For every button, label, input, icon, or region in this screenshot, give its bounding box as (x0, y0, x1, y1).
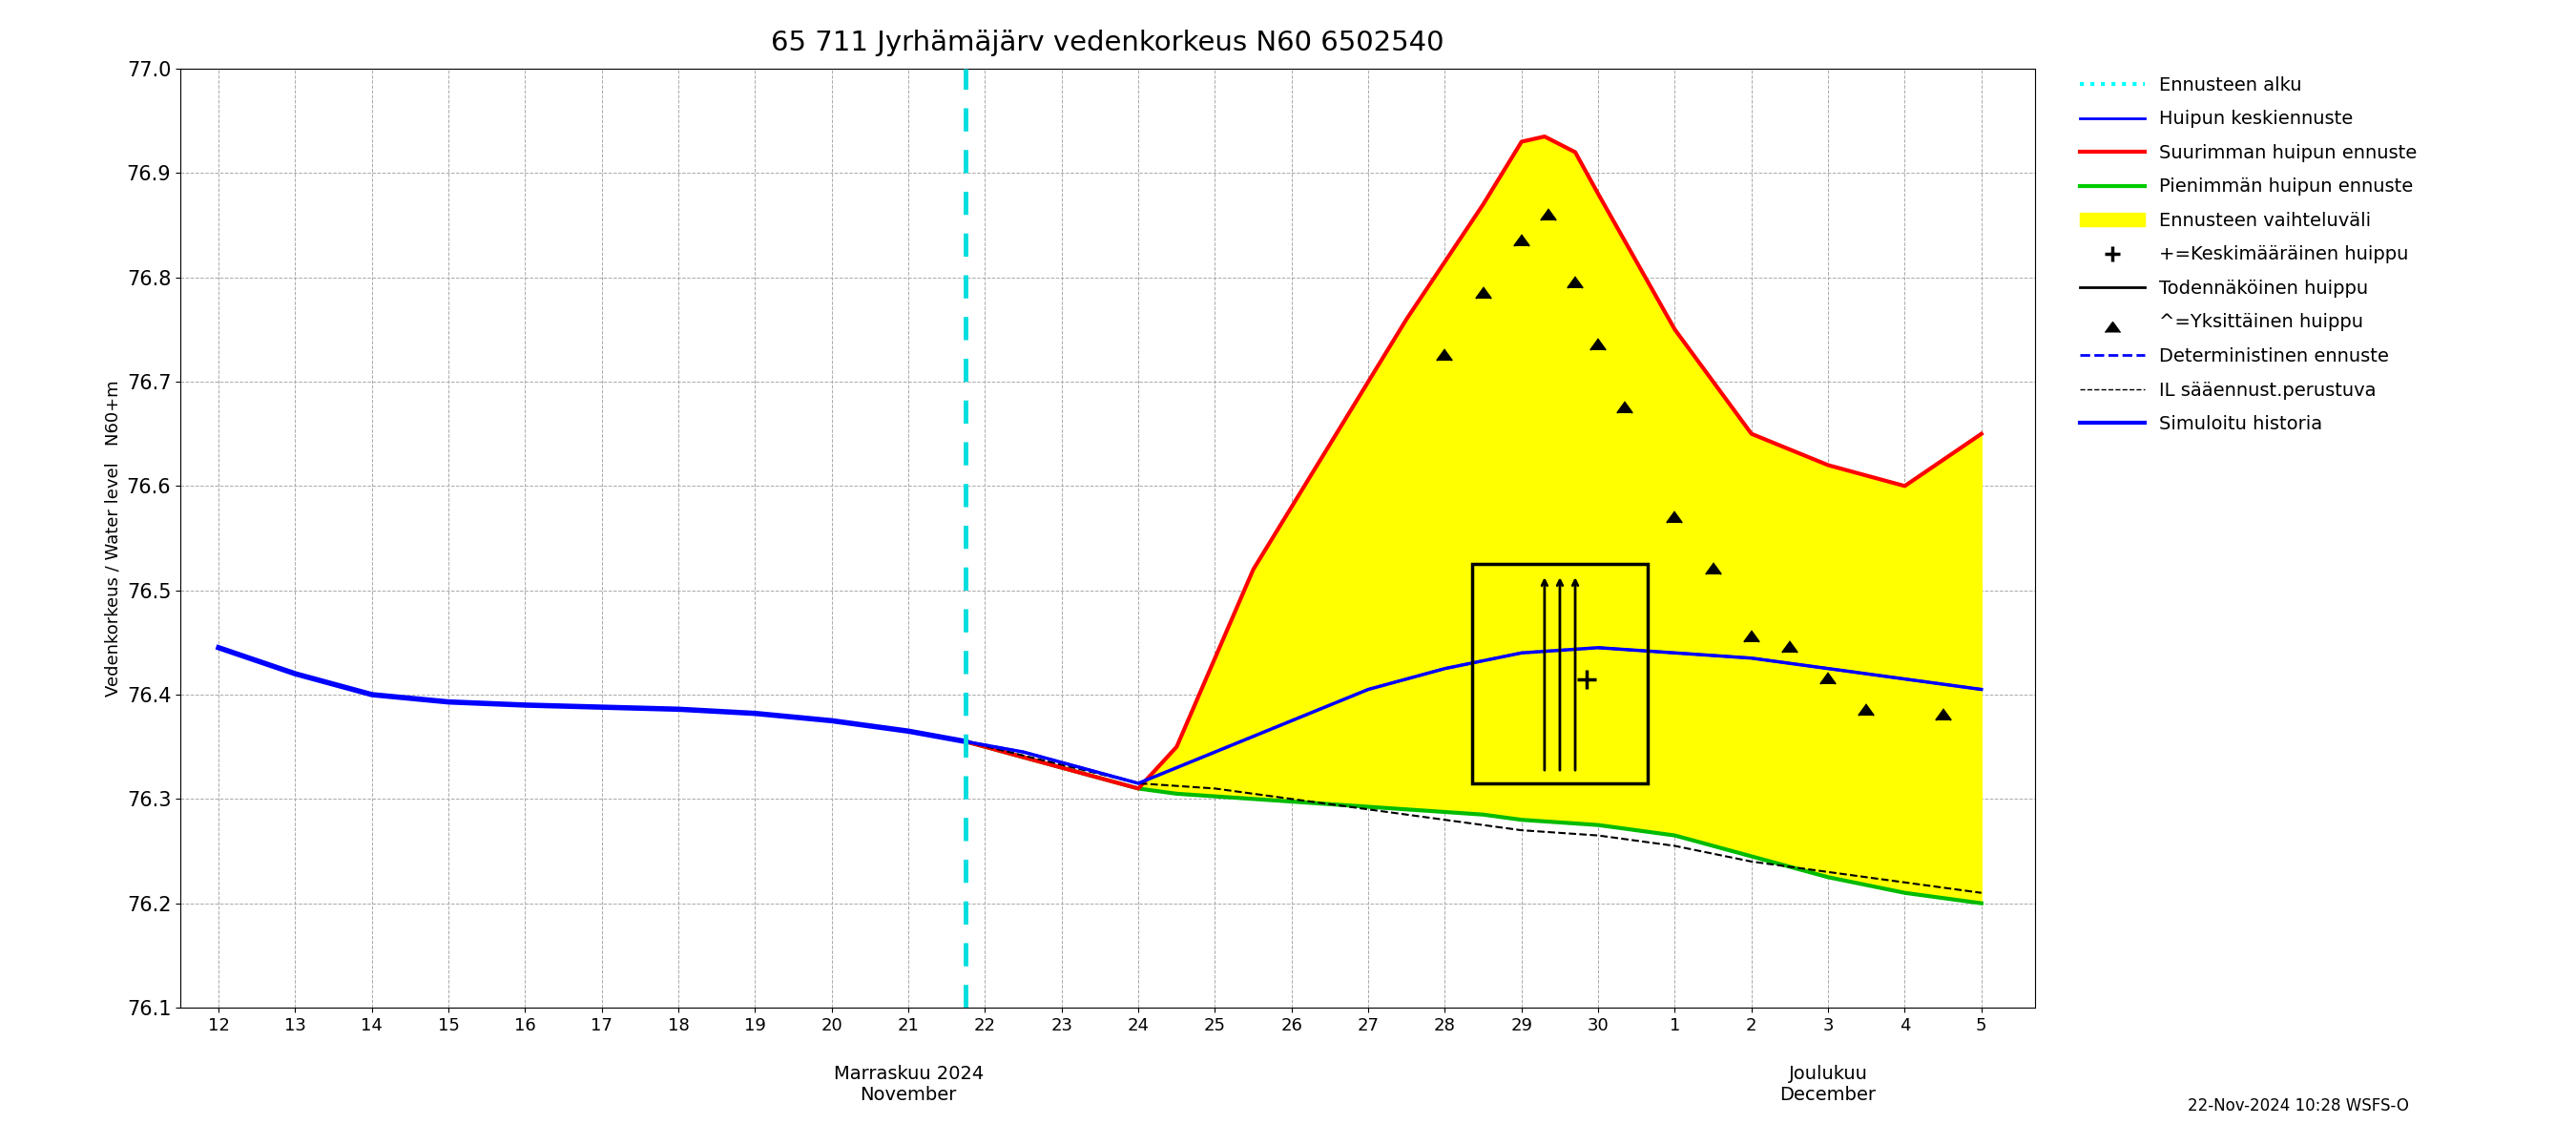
Legend: Ennusteen alku, Huipun keskiennuste, Suurimman huipun ennuste, Pienimmän huipun : Ennusteen alku, Huipun keskiennuste, Suu… (2071, 69, 2424, 441)
Text: Joulukuu
December: Joulukuu December (1780, 1065, 1875, 1104)
Y-axis label: Vedenkorkeus / Water level   N60+m: Vedenkorkeus / Water level N60+m (103, 380, 121, 696)
Text: 22-Nov-2024 10:28 WSFS-O: 22-Nov-2024 10:28 WSFS-O (2187, 1097, 2409, 1114)
Title: 65 711 Jyrhämäjärv vedenkorkeus N60 6502540: 65 711 Jyrhämäjärv vedenkorkeus N60 6502… (770, 29, 1445, 56)
Bar (1471, 564, 1649, 783)
Text: Marraskuu 2024
November: Marraskuu 2024 November (835, 1065, 984, 1104)
